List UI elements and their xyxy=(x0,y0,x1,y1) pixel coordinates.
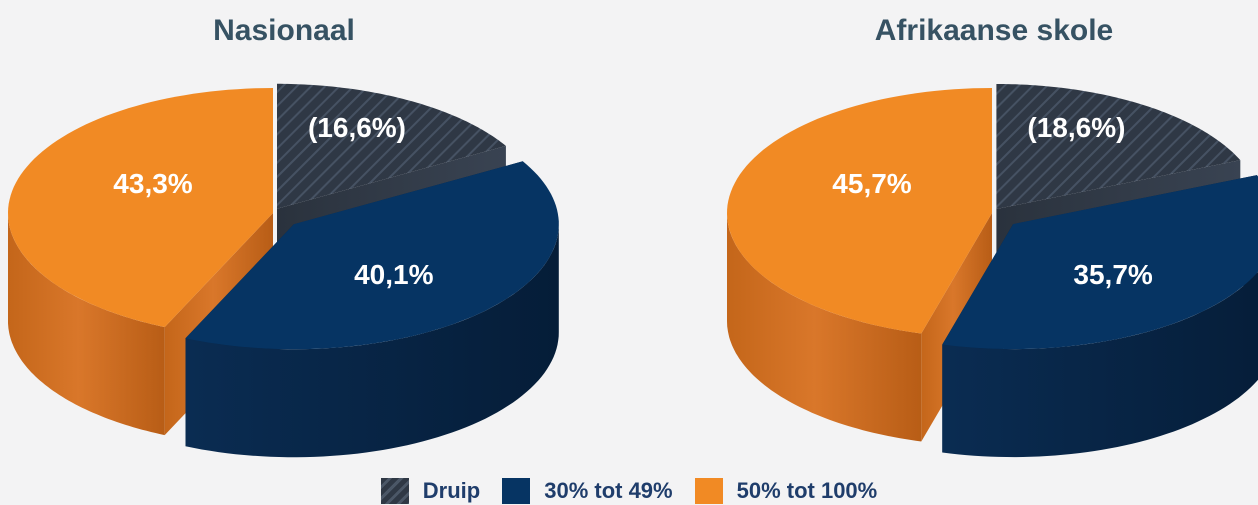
slice-outer-wall xyxy=(8,213,165,436)
legend-item-50-100: 50% tot 100% xyxy=(694,478,878,504)
legend-swatch-30-49 xyxy=(502,478,531,504)
pie-1-slice-30-49 xyxy=(942,175,1258,458)
chart-title-afrikaanse-skole: Afrikaanse skole xyxy=(874,14,1114,47)
slice-top-face xyxy=(8,88,273,328)
pie-0-label-50-100: 43,3% xyxy=(113,168,192,199)
legend-swatch-50-100 xyxy=(694,478,723,504)
slice-outer-wall xyxy=(942,271,1258,458)
slice-top-face xyxy=(727,88,992,334)
legend-item-druip: Druip xyxy=(380,478,481,504)
pie-0-slice-30-49 xyxy=(185,161,559,458)
legend: Druip 30% tot 49% 50% tot 100% xyxy=(0,478,1258,504)
pie-1-label-druip: (18,6%) xyxy=(1027,112,1125,143)
legend-label-50-100: 50% tot 100% xyxy=(736,478,878,503)
slice-top-face xyxy=(996,84,1241,209)
slice-outer-wall xyxy=(185,224,559,458)
slice-top-face xyxy=(185,161,559,350)
pie-0: (16,6%) 40,1% 43,3% xyxy=(8,83,559,458)
pie-1: (18,6%) 35,7% 45,7% xyxy=(727,84,1258,458)
pie-1-label-30-49: 35,7% xyxy=(1073,259,1152,290)
chart-title-nasionaal: Nasionaal xyxy=(213,14,355,47)
legend-swatch-druip xyxy=(380,478,409,504)
pie-1-label-50-100: 45,7% xyxy=(832,168,911,199)
pie-0-label-druip: (16,6%) xyxy=(308,112,406,143)
legend-item-30-49: 30% tot 49% xyxy=(502,478,673,504)
slice-top-face xyxy=(277,83,506,209)
pie-0-label-30-49: 40,1% xyxy=(354,259,433,290)
legend-label-30-49: 30% tot 49% xyxy=(544,478,673,503)
slice-top-face xyxy=(942,175,1258,350)
slice-outer-wall xyxy=(727,213,922,442)
legend-label-druip: Druip xyxy=(422,478,481,503)
